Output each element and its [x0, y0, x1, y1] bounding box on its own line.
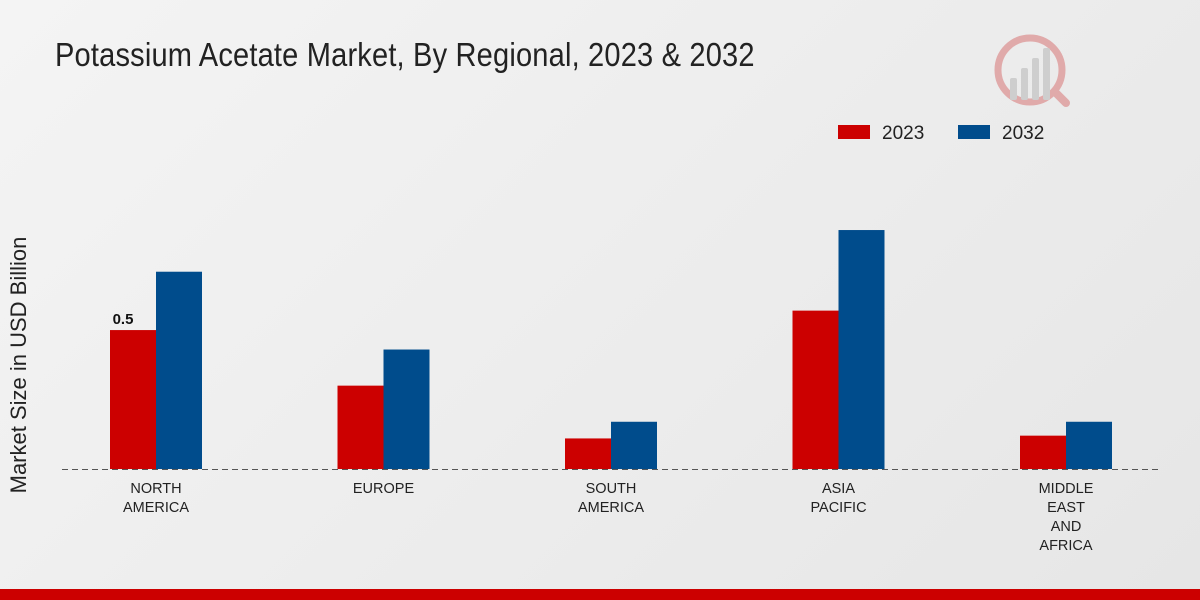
bar-2023-north-america [110, 330, 156, 469]
x-tick-label: AFRICA [1039, 538, 1093, 554]
data-label: 0.5 [113, 311, 134, 328]
bar-2023-europe [337, 385, 384, 469]
legend-label-2032: 2032 [1002, 123, 1044, 144]
bar-2032-asia-pacific [838, 230, 885, 469]
y-axis-label: Market Size in USD Billion [6, 237, 31, 494]
x-tick-label: MIDDLE [1039, 481, 1094, 497]
legend-label-2023: 2023 [882, 123, 924, 144]
x-tick-label: AMERICA [578, 500, 644, 516]
legend-swatch-2032 [958, 125, 990, 139]
logo-watermark-icon [994, 34, 1070, 107]
x-tick-label: AND [1051, 519, 1082, 535]
bar-2032-north-america [156, 271, 202, 469]
bar-2023-south-america [565, 438, 611, 469]
chart-title: Potassium Acetate Market, By Regional, 2… [55, 36, 755, 73]
x-tick-label: AMERICA [123, 500, 189, 516]
bar-2023-asia-pacific [792, 310, 839, 469]
x-tick-label: ASIA [822, 481, 855, 497]
legend-swatch-2023 [838, 125, 870, 139]
bar-2032-middle-east-and-africa [1066, 421, 1112, 469]
x-tick-label: EAST [1047, 500, 1085, 516]
x-tick-label: EUROPE [353, 481, 415, 497]
bar-2023-middle-east-and-africa [1020, 435, 1066, 469]
bar-2032-south-america [611, 421, 657, 469]
x-tick-label: SOUTH [586, 481, 637, 497]
x-tick-label: PACIFIC [810, 500, 866, 516]
x-tick-label: NORTH [130, 481, 181, 497]
bottom-accent-bar [0, 589, 1200, 600]
bar-2032-europe [383, 349, 430, 469]
